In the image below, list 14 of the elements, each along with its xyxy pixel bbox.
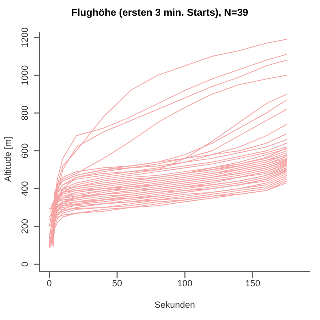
- y-tick-label: 200: [20, 219, 30, 234]
- x-tick-label: 0: [46, 278, 52, 288]
- x-axis-title: Sekunden: [154, 300, 196, 310]
- chart-title: Flughöhe (ersten 3 min. Starts), N=39: [70, 8, 250, 19]
- y-tick-label: 1000: [20, 65, 30, 86]
- y-tick-label: 1200: [20, 28, 30, 48]
- y-tick-label: 0: [20, 262, 30, 267]
- x-tick-label: 100: [178, 278, 193, 288]
- y-tick-label: 400: [20, 181, 30, 196]
- x-tick-label: 150: [246, 278, 261, 288]
- y-tick-label: 800: [20, 106, 30, 121]
- y-tick-label: 600: [20, 144, 30, 159]
- x-tick-label: 50: [112, 278, 122, 288]
- y-axis-title: Altitude [m]: [3, 136, 14, 182]
